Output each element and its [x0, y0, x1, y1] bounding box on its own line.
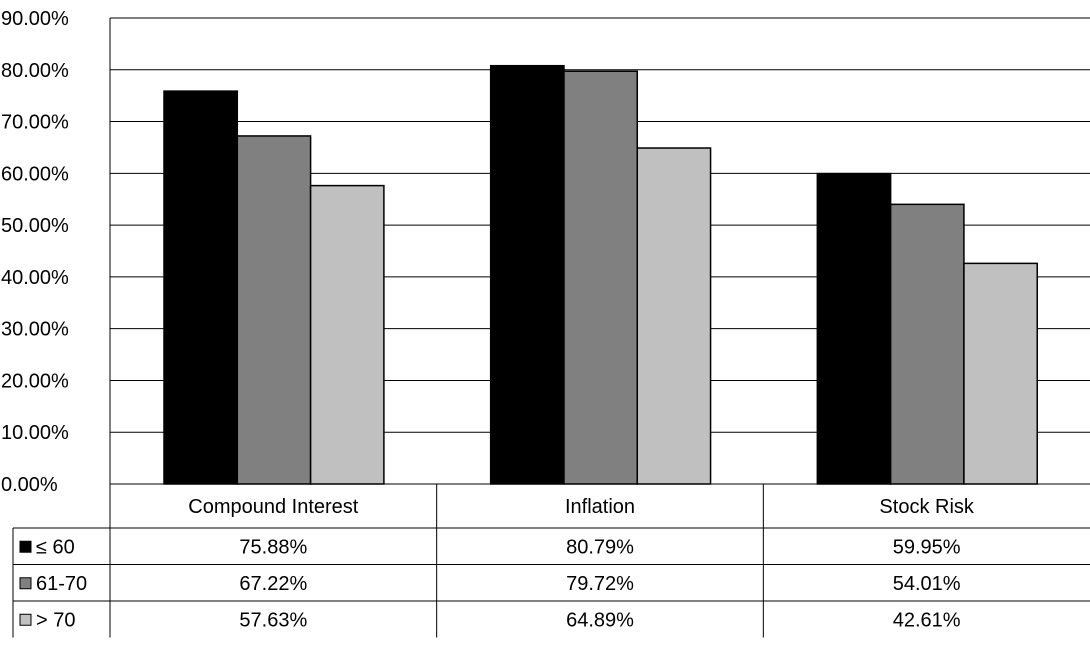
- bar-inflation-series-2: [563, 70, 639, 485]
- bar-stock-risk-series-3: [963, 262, 1038, 485]
- category-label: Inflation: [565, 496, 635, 518]
- y-tick-label: 30.00%: [1, 319, 69, 341]
- y-tick-label: 50.00%: [1, 215, 69, 237]
- series-name: ≤ 60: [36, 536, 75, 558]
- bars: [163, 64, 1038, 485]
- data-label: 57.63%: [239, 609, 307, 631]
- y-tick-label: 80.00%: [1, 60, 69, 82]
- category-label: Stock Risk: [879, 496, 974, 518]
- legend-key-series-1: [19, 540, 32, 553]
- category-label: Compound Interest: [188, 496, 359, 518]
- y-tick-label: 60.00%: [1, 163, 69, 185]
- y-tick-label: 40.00%: [1, 267, 69, 289]
- y-tick-label: 0.00%: [1, 474, 58, 496]
- data-label: 64.89%: [566, 609, 634, 631]
- bar-inflation-series-1: [489, 64, 565, 485]
- legend-key-series-3: [19, 613, 32, 626]
- series-name: > 70: [36, 609, 75, 631]
- data-label: 59.95%: [893, 536, 961, 558]
- bar-compound-interest-series-1: [163, 90, 239, 485]
- data-label: 42.61%: [893, 609, 961, 631]
- y-tick-label: 10.00%: [1, 422, 69, 444]
- data-label: 75.88%: [239, 536, 307, 558]
- data-label: 67.22%: [239, 573, 307, 595]
- data-label: 80.79%: [566, 536, 634, 558]
- series-name: 61-70: [36, 573, 87, 595]
- axes: [109, 18, 1090, 485]
- y-tick-label: 90.00%: [1, 8, 69, 30]
- bar-stock-risk-series-2: [889, 203, 965, 485]
- bar-compound-interest-series-3: [309, 184, 385, 485]
- data-label: 79.72%: [566, 573, 634, 595]
- bar-compound-interest-series-2: [236, 135, 312, 485]
- y-axis-ticks: 0.00% 10.00% 20.00% 30.00% 40.00% 50.00% 60.00…: [1, 8, 69, 496]
- data-label: 54.01%: [893, 573, 961, 595]
- y-tick-label: 20.00%: [1, 370, 69, 392]
- y-tick-label: 70.00%: [1, 112, 69, 134]
- bar-stock-risk-series-1: [816, 172, 892, 485]
- legend-key-series-2: [19, 577, 32, 590]
- bar-inflation-series-3: [636, 147, 712, 485]
- data-table: Compound Interest Inflation Stock Risk ≤ 60…: [12, 484, 1090, 638]
